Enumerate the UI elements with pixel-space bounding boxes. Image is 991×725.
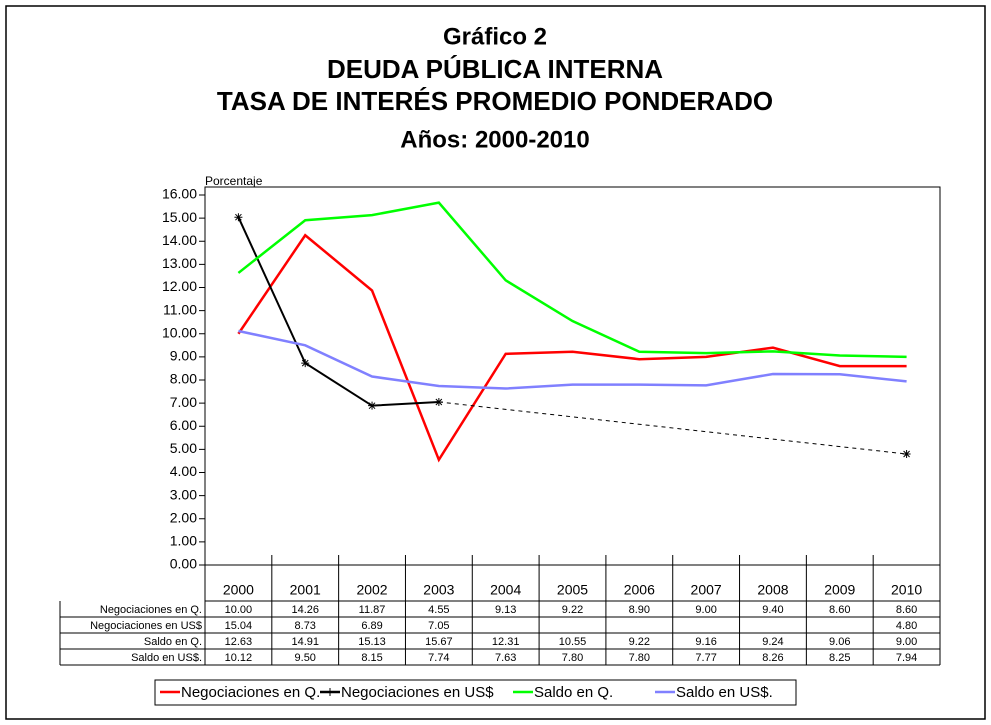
x-tick-label: 2008 xyxy=(757,582,788,598)
table-cell: 11.87 xyxy=(359,604,386,616)
y-tick-label: 0.00 xyxy=(170,556,197,572)
x-tick-label: 2002 xyxy=(356,582,387,598)
table-cell: 4.55 xyxy=(428,604,449,616)
table-row-label: Saldo en US$. xyxy=(131,652,202,664)
legend-label: Saldo en Q. xyxy=(534,684,613,701)
table-cell: 9.13 xyxy=(495,604,516,616)
table-cell: 8.25 xyxy=(829,652,850,664)
point-marker xyxy=(368,401,377,410)
series-line xyxy=(237,201,907,359)
y-tick-label: 15.00 xyxy=(162,209,197,225)
gap-connector xyxy=(438,401,907,455)
table-cell: 9.06 xyxy=(829,636,850,648)
table-cell: 7.80 xyxy=(629,652,650,664)
table-cell: 14.26 xyxy=(291,604,319,616)
chart-title: Gráfico 2 xyxy=(443,23,547,50)
legend-label: Negociaciones en US$ xyxy=(341,684,494,701)
y-tick-label: 1.00 xyxy=(170,533,197,549)
table-cell: 8.60 xyxy=(896,604,917,616)
x-tick-label: 2001 xyxy=(290,582,321,598)
table-cell: 8.15 xyxy=(361,652,382,664)
table-cell: 12.63 xyxy=(225,636,253,648)
table-cell: 7.94 xyxy=(896,652,917,664)
series-line xyxy=(237,216,439,407)
table-cell: 15.13 xyxy=(358,636,386,648)
y-tick-label: 12.00 xyxy=(162,278,197,294)
table-cell: 7.80 xyxy=(562,652,583,664)
table-cell: 14.91 xyxy=(291,636,319,648)
y-tick-label: 11.00 xyxy=(163,301,197,317)
y-tick-label: 13.00 xyxy=(162,255,197,271)
table-cell: 8.26 xyxy=(762,652,783,664)
x-tick-label: 2000 xyxy=(223,582,254,598)
table-cell: 9.40 xyxy=(762,604,783,616)
point-marker xyxy=(434,397,443,406)
table-cell: 7.74 xyxy=(428,652,449,664)
x-tick-label: 2010 xyxy=(891,582,922,598)
table-row-label: Negociaciones en US$ xyxy=(90,620,202,632)
table-cell: 9.16 xyxy=(695,636,716,648)
table-cell: 4.80 xyxy=(896,620,917,632)
legend-box xyxy=(154,679,797,706)
table-cell: 7.63 xyxy=(495,652,516,664)
table-row-label: Negociaciones en Q. xyxy=(100,604,202,616)
table-cell: 7.77 xyxy=(695,652,716,664)
table-cell: 6.89 xyxy=(361,620,382,632)
table-cell: 9.00 xyxy=(896,636,917,648)
y-tick-label: 14.00 xyxy=(162,232,197,248)
y-axis-label: Porcentaje xyxy=(205,174,263,188)
y-tick-label: 8.00 xyxy=(170,371,197,387)
chart-subtitle: Años: 2000-2010 xyxy=(400,126,589,153)
y-tick-label: 7.00 xyxy=(170,394,197,410)
plot-area xyxy=(204,186,941,566)
y-tick-label: 10.00 xyxy=(162,324,197,340)
x-tick-label: 2004 xyxy=(490,582,521,598)
x-tick-label: 2006 xyxy=(624,582,655,598)
y-tick-label: 16.00 xyxy=(162,186,197,202)
y-tick-label: 3.00 xyxy=(170,486,197,502)
table-cell: 15.04 xyxy=(225,620,253,632)
point-marker xyxy=(902,450,911,458)
table-row-label: Saldo en Q. xyxy=(144,636,202,648)
point-marker xyxy=(301,359,310,368)
y-tick-label: 9.00 xyxy=(170,348,197,364)
table-cell: 9.22 xyxy=(629,636,650,648)
y-tick-label: 2.00 xyxy=(170,509,197,525)
y-tick-label: 4.00 xyxy=(170,463,197,479)
table-cell: 10.55 xyxy=(559,636,587,648)
table-cell: 12.31 xyxy=(492,636,520,648)
table-cell: 7.05 xyxy=(428,620,449,632)
legend-label: Negociaciones en Q. xyxy=(181,684,320,701)
table-cell: 8.73 xyxy=(295,620,316,632)
table-cell: 8.60 xyxy=(829,604,850,616)
table-cell: 9.24 xyxy=(762,636,783,648)
table-cell: 9.22 xyxy=(562,604,583,616)
frame xyxy=(5,5,986,720)
table-cell: 10.00 xyxy=(225,604,253,616)
y-tick-label: 6.00 xyxy=(170,417,197,433)
table-cell: 10.12 xyxy=(225,652,253,664)
table-cell: 9.50 xyxy=(295,652,316,664)
x-tick-label: 2003 xyxy=(423,582,454,598)
table-cell: 9.00 xyxy=(695,604,716,616)
x-tick-label: 2009 xyxy=(824,582,855,598)
table-cell: 15.67 xyxy=(425,636,453,648)
series-line xyxy=(238,329,907,390)
chart-subtitle: DEUDA PÚBLICA INTERNA xyxy=(327,54,663,84)
x-tick-label: 2007 xyxy=(691,582,722,598)
point-marker xyxy=(234,213,243,222)
y-tick-label: 5.00 xyxy=(170,440,197,456)
x-tick-label: 2005 xyxy=(557,582,588,598)
table-cell: 8.90 xyxy=(629,604,650,616)
chart-subtitle: TASA DE INTERÉS PROMEDIO PONDERADO xyxy=(217,86,773,116)
legend-label: Saldo en US$. xyxy=(676,684,773,701)
